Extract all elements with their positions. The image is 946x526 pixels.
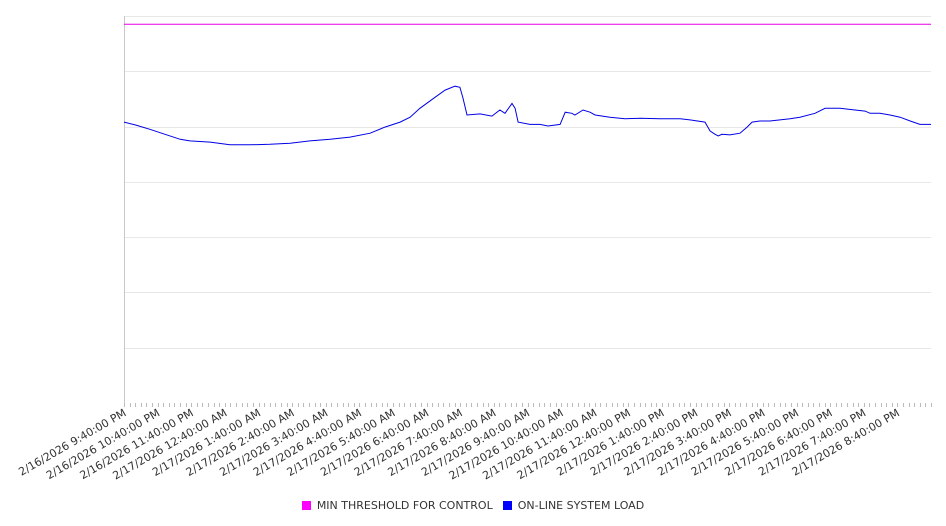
legend-item-threshold[interactable]: MIN THRESHOLD FOR CONTROL [301, 499, 493, 512]
axes [124, 16, 932, 407]
legend-swatch-threshold [301, 501, 311, 510]
x-axis-labels: 2/16/2026 9:40:00 PM2/16/2026 10:40:00 P… [16, 406, 901, 482]
legend-item-system-load[interactable]: ON-LINE SYSTEM LOAD [502, 499, 645, 512]
gridlines [124, 16, 931, 349]
legend-label-system-load: ON-LINE SYSTEM LOAD [517, 499, 645, 512]
legend-label-threshold: MIN THRESHOLD FOR CONTROL [316, 499, 493, 512]
legend: MIN THRESHOLD FOR CONTROL ON-LINE SYSTEM… [0, 499, 946, 512]
series-lines [123, 23, 931, 146]
legend-swatch-system-load [502, 501, 512, 510]
system-load-line [123, 85, 931, 146]
